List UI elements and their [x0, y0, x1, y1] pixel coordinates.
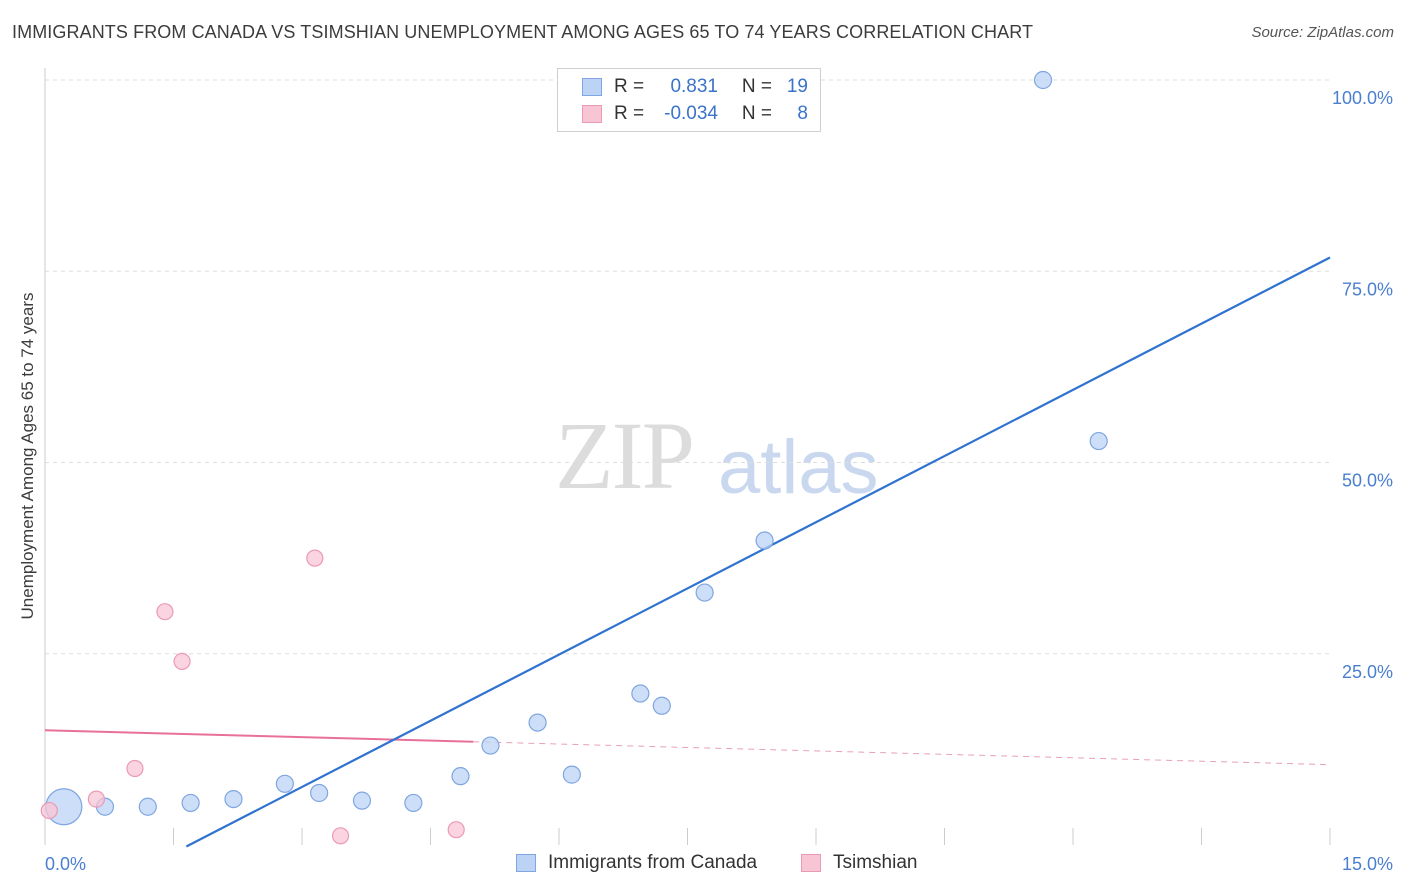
data-point-canada [310, 783, 329, 803]
legend-r-value: 0.831 [670, 76, 718, 97]
legend-n-value: 19 [786, 76, 808, 97]
y-tick-label: 25.0% [1342, 662, 1393, 682]
bottom-legend-swatch-blue [516, 854, 536, 872]
data-point-tsimshian [173, 652, 191, 671]
data-point-tsimshian [156, 603, 174, 621]
legend-swatch-pink [582, 105, 602, 123]
watermark-zip: ZIP [555, 402, 695, 509]
data-point-canada [631, 684, 650, 703]
data-point-tsimshian [306, 549, 324, 567]
trendline-tsimshian-extension [473, 741, 1331, 766]
data-point-canada [652, 696, 671, 715]
y-tick-label: 100.0% [1332, 88, 1393, 108]
data-point-canada [528, 713, 547, 732]
correlation-legend: R = 0.831 N = 19 R = -0.034 N = 8 [557, 68, 821, 132]
data-point-canada [755, 531, 774, 550]
bottom-legend-label-tsimshian: Tsimshian [833, 852, 918, 873]
legend-row-tsimshian: R = -0.034 N = 8 [582, 102, 808, 126]
data-point-canada [562, 765, 581, 784]
legend-n-label: N = [741, 103, 772, 124]
y-tick-label: 50.0% [1342, 471, 1393, 491]
y-tick-label: 75.0% [1342, 279, 1393, 299]
x-tick-label-max: 15.0% [1342, 854, 1393, 874]
bottom-legend-canada: Immigrants from Canada [516, 852, 757, 874]
data-point-tsimshian [87, 790, 106, 808]
data-point-canada [352, 791, 372, 810]
legend-r-label: R = [614, 76, 645, 97]
data-point-tsimshian [126, 759, 144, 778]
data-point-tsimshian [447, 821, 465, 839]
legend-n-label: N = [741, 76, 772, 97]
data-point-canada [224, 789, 243, 809]
chart-title: IMMIGRANTS FROM CANADA VS TSIMSHIAN UNEM… [12, 22, 1034, 42]
legend-row-canada: R = 0.831 N = 19 [582, 75, 808, 99]
data-point-canada [1089, 431, 1108, 451]
data-point-tsimshian [40, 801, 58, 820]
data-point-canada [404, 793, 423, 813]
source-credit: Source: ZipAtlas.com [1251, 24, 1394, 41]
bottom-legend-label-canada: Immigrants from Canada [548, 852, 758, 873]
x-tick-label-min: 0.0% [45, 854, 86, 874]
trendline-canada [185, 256, 1331, 848]
bottom-legend-swatch-pink [801, 854, 821, 872]
data-point-canada [451, 767, 470, 786]
data-point-canada [138, 797, 157, 816]
data-point-canada [1033, 70, 1053, 90]
data-point-canada [695, 583, 714, 602]
watermark-atlas: atlas [718, 425, 879, 510]
legend-r-value: -0.034 [664, 103, 718, 124]
data-point-canada [481, 736, 500, 755]
legend-n-value: 8 [797, 103, 808, 124]
trendline-tsimshian [44, 729, 474, 743]
legend-swatch-blue [582, 78, 602, 96]
data-point-canada [181, 793, 200, 813]
data-point-tsimshian [331, 827, 350, 845]
legend-r-label: R = [614, 103, 645, 124]
bottom-legend-tsimshian: Tsimshian [801, 852, 917, 874]
data-point-canada [275, 774, 294, 793]
